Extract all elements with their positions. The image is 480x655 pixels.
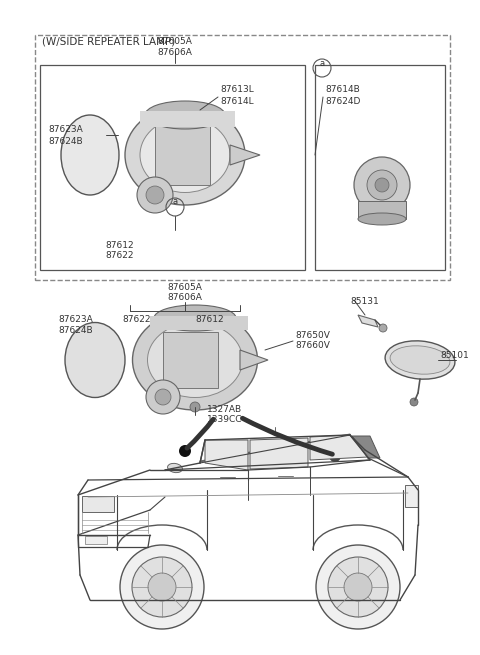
Polygon shape	[240, 350, 268, 370]
Text: 87650V: 87650V	[295, 331, 330, 339]
Polygon shape	[352, 436, 380, 458]
Text: 85131: 85131	[350, 297, 379, 306]
Text: 87614B: 87614B	[325, 86, 360, 94]
Circle shape	[148, 573, 176, 601]
Text: 87606A: 87606A	[168, 293, 203, 302]
Bar	[85, 536, 107, 544]
Ellipse shape	[61, 115, 119, 195]
Bar	[35, 35, 450, 280]
Bar	[150, 316, 248, 330]
Text: 87622: 87622	[106, 251, 134, 260]
Circle shape	[375, 178, 389, 192]
Text: 87612: 87612	[195, 315, 224, 324]
Circle shape	[146, 186, 164, 204]
Circle shape	[410, 398, 418, 406]
Ellipse shape	[154, 305, 236, 331]
Text: 87614L: 87614L	[220, 98, 253, 107]
Circle shape	[190, 402, 200, 412]
Polygon shape	[205, 440, 248, 470]
Text: a: a	[319, 58, 324, 67]
Circle shape	[120, 545, 204, 629]
Text: 87624B: 87624B	[48, 138, 83, 147]
Circle shape	[328, 557, 388, 617]
Ellipse shape	[145, 101, 225, 129]
Text: 85101: 85101	[440, 350, 469, 360]
Bar	[140, 111, 235, 127]
Polygon shape	[200, 434, 350, 462]
Circle shape	[379, 324, 387, 332]
Ellipse shape	[140, 117, 230, 193]
Text: a: a	[172, 198, 178, 206]
Ellipse shape	[168, 463, 182, 473]
Text: 87623A: 87623A	[48, 126, 83, 134]
Polygon shape	[310, 435, 368, 460]
Text: 87605A: 87605A	[157, 37, 192, 46]
Text: 87612: 87612	[106, 241, 134, 250]
Bar	[358, 201, 406, 219]
Circle shape	[329, 450, 341, 462]
Ellipse shape	[358, 213, 406, 225]
Bar	[405, 485, 418, 507]
Circle shape	[179, 445, 191, 457]
Circle shape	[137, 177, 173, 213]
Text: 87613L: 87613L	[220, 86, 254, 94]
Ellipse shape	[65, 322, 125, 398]
Text: 87606A: 87606A	[157, 48, 192, 57]
Circle shape	[132, 557, 192, 617]
Ellipse shape	[132, 310, 257, 410]
Circle shape	[367, 170, 397, 200]
Ellipse shape	[147, 322, 242, 398]
Text: 87623A: 87623A	[58, 315, 93, 324]
Circle shape	[344, 573, 372, 601]
Bar	[155, 125, 210, 185]
Circle shape	[354, 157, 410, 213]
Text: (W/SIDE REPEATER LAMP): (W/SIDE REPEATER LAMP)	[42, 37, 175, 47]
Bar	[315, 65, 445, 270]
Circle shape	[316, 545, 400, 629]
Ellipse shape	[125, 105, 245, 205]
Polygon shape	[250, 438, 308, 469]
Polygon shape	[358, 315, 378, 327]
Bar	[40, 65, 305, 270]
Text: 1339CC: 1339CC	[207, 415, 243, 424]
Bar	[82, 496, 114, 512]
Bar	[163, 332, 218, 388]
Circle shape	[155, 389, 171, 405]
Text: 87622: 87622	[122, 315, 151, 324]
Text: 87624D: 87624D	[325, 98, 360, 107]
Ellipse shape	[390, 346, 450, 374]
Text: 87660V: 87660V	[295, 341, 330, 350]
Circle shape	[146, 380, 180, 414]
Text: 87624B: 87624B	[58, 326, 93, 335]
Polygon shape	[230, 145, 260, 165]
Text: 87605A: 87605A	[168, 283, 203, 292]
Text: 1327AB: 1327AB	[207, 405, 242, 414]
Ellipse shape	[385, 341, 455, 379]
